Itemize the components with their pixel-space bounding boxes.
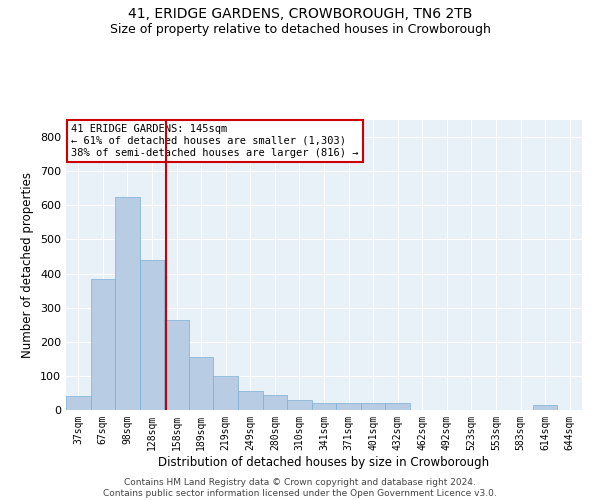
Bar (361, 403, 385, 410)
Bar (385, 403, 410, 410)
Y-axis label: Number of detached properties: Number of detached properties (22, 172, 34, 358)
Text: 41 ERIDGE GARDENS: 145sqm
← 61% of detached houses are smaller (1,303)
38% of se: 41 ERIDGE GARDENS: 145sqm ← 61% of detac… (71, 124, 359, 158)
Bar (164, 320, 189, 410)
Bar (91, 278, 115, 410)
Text: Size of property relative to detached houses in Crowborough: Size of property relative to detached ho… (110, 22, 490, 36)
Bar (533, 405, 557, 410)
Bar (189, 357, 214, 410)
Bar (312, 403, 336, 410)
Bar (214, 376, 238, 410)
Text: Contains HM Land Registry data © Crown copyright and database right 2024.
Contai: Contains HM Land Registry data © Crown c… (103, 478, 497, 498)
Bar (238, 391, 263, 410)
Bar (287, 400, 312, 410)
X-axis label: Distribution of detached houses by size in Crowborough: Distribution of detached houses by size … (158, 456, 490, 468)
Text: 41, ERIDGE GARDENS, CROWBOROUGH, TN6 2TB: 41, ERIDGE GARDENS, CROWBOROUGH, TN6 2TB (128, 8, 472, 22)
Bar (66, 396, 91, 410)
Bar (263, 394, 287, 410)
Bar (336, 403, 361, 410)
Bar (140, 260, 164, 410)
Bar (115, 197, 140, 410)
